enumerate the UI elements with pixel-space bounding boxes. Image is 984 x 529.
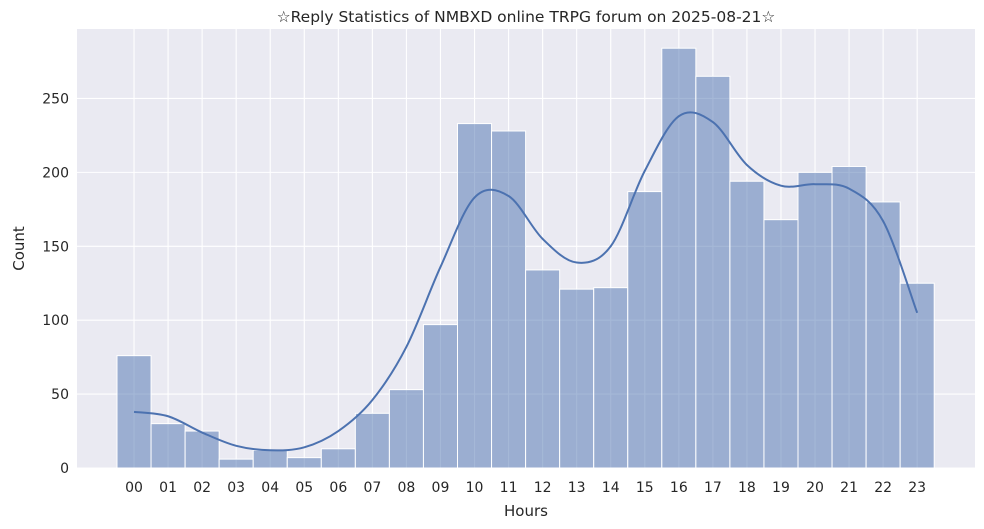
x-tick-label: 12: [534, 480, 552, 496]
y-axis-label: Count: [10, 226, 28, 271]
x-tick-label: 18: [738, 480, 756, 496]
x-tick-label: 17: [704, 480, 722, 496]
x-tick-label: 10: [466, 480, 484, 496]
bar-hour-10: [457, 123, 493, 469]
y-axis-ticks: 0 50 100 150 200 250: [42, 91, 69, 477]
x-tick-label: 19: [772, 480, 790, 496]
bar-hour-07: [354, 412, 390, 469]
y-tick-label: 100: [42, 313, 69, 329]
x-tick-label: 11: [500, 480, 518, 496]
y-tick-label: 150: [42, 239, 69, 255]
bar-hour-22: [865, 201, 901, 469]
bar-hour-21: [831, 165, 867, 469]
x-axis-ticks: 00 01 02 03 04 05 06 07 08 09 10 11 12 13 14 15 16 17 18 19…: [125, 480, 926, 496]
y-tick-label: 200: [42, 165, 69, 181]
x-tick-label: 01: [159, 480, 177, 496]
x-tick-label: 03: [227, 480, 245, 496]
x-tick-label: 15: [636, 480, 654, 496]
x-tick-label: 05: [295, 480, 313, 496]
bar-hour-18: [729, 180, 765, 469]
y-tick-label: 250: [42, 91, 69, 107]
x-tick-label: 07: [363, 480, 381, 496]
bar-hour-04: [252, 449, 288, 469]
x-tick-label: 00: [125, 480, 143, 496]
bar-hour-13: [559, 288, 595, 469]
bar-hour-01: [150, 423, 186, 469]
kde-curve: [133, 111, 919, 452]
bar-hour-17: [695, 75, 731, 469]
x-tick-label: 13: [568, 480, 586, 496]
x-axis-label: Hours: [504, 502, 548, 520]
bar-hour-23: [899, 282, 935, 469]
bar-hour-12: [525, 269, 561, 469]
x-tick-label: 14: [602, 480, 620, 496]
bar-hour-09: [422, 324, 459, 469]
y-tick-label: 0: [60, 461, 69, 477]
x-tick-label: 21: [840, 480, 858, 496]
x-tick-label: 22: [874, 480, 892, 496]
bar-hour-11: [491, 130, 527, 469]
x-tick-label: 16: [670, 480, 688, 496]
x-tick-label: 04: [261, 480, 279, 496]
bar-hour-06: [320, 448, 356, 469]
x-tick-label: 02: [193, 480, 211, 496]
bar-hour-15: [627, 191, 663, 469]
bar-hour-20: [797, 171, 833, 469]
bars: [116, 47, 935, 469]
bar-hour-03: [218, 458, 254, 469]
bar-hour-16: [661, 47, 697, 469]
y-tick-label: 50: [51, 387, 69, 403]
x-tick-label: 08: [398, 480, 416, 496]
bar-hour-08: [388, 389, 424, 469]
x-tick-label: 20: [806, 480, 824, 496]
x-tick-label: 06: [329, 480, 347, 496]
x-tick-label: 09: [432, 480, 450, 496]
chart-title: ☆Reply Statistics of NMBXD online TRPG f…: [277, 8, 776, 26]
x-tick-label: 23: [908, 480, 926, 496]
bar-hour-14: [593, 287, 629, 469]
bar-hour-19: [763, 219, 799, 469]
bar-hour-02: [184, 430, 220, 469]
bar-hour-05: [286, 457, 322, 469]
